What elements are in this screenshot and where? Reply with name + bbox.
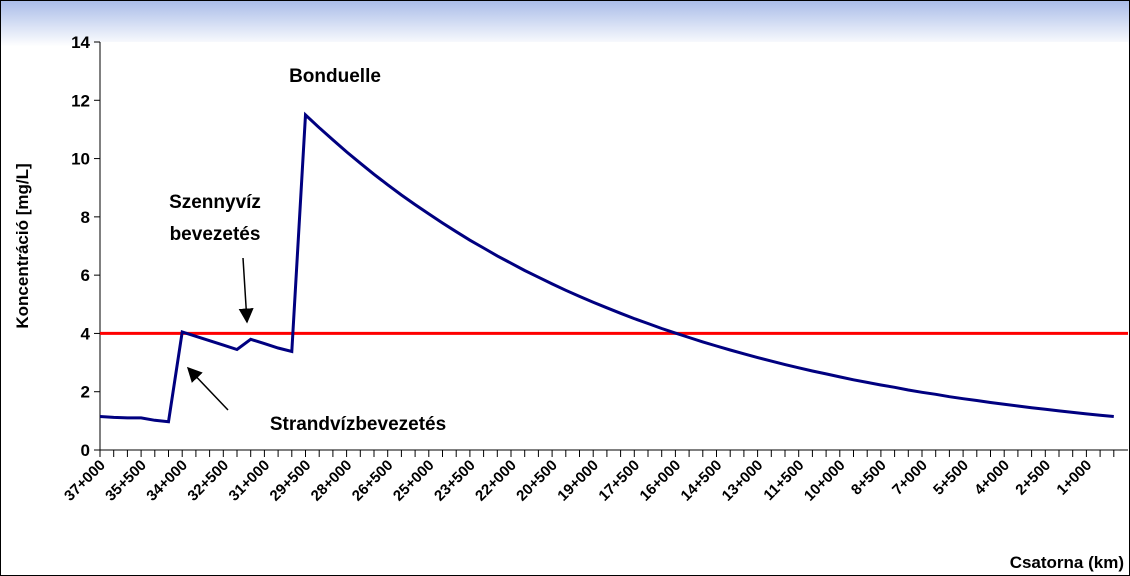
y-tick-label: 4 bbox=[81, 324, 91, 343]
y-tick-label: 14 bbox=[71, 33, 90, 52]
arrow bbox=[238, 257, 254, 324]
arrow bbox=[186, 366, 229, 411]
y-tick-label: 12 bbox=[71, 91, 90, 110]
y-tick-label: 6 bbox=[81, 266, 90, 285]
annotation: Bonduelle bbox=[289, 66, 381, 87]
annotation: Strandvízbevezetés bbox=[270, 414, 446, 435]
y-tick-label: 2 bbox=[81, 383, 90, 402]
x-axis-title: Csatorna (km) bbox=[1010, 553, 1124, 572]
y-tick-label: 0 bbox=[81, 441, 90, 460]
annotation: Szennyvíz bbox=[169, 192, 261, 213]
annotation: bevezetés bbox=[170, 224, 261, 245]
plot-area bbox=[100, 42, 1128, 450]
y-tick-label: 8 bbox=[81, 208, 90, 227]
data-line bbox=[99, 111, 1114, 424]
y-axis-title: Koncentráció [mg/L] bbox=[13, 163, 32, 328]
y-tick-label: 10 bbox=[71, 150, 90, 169]
